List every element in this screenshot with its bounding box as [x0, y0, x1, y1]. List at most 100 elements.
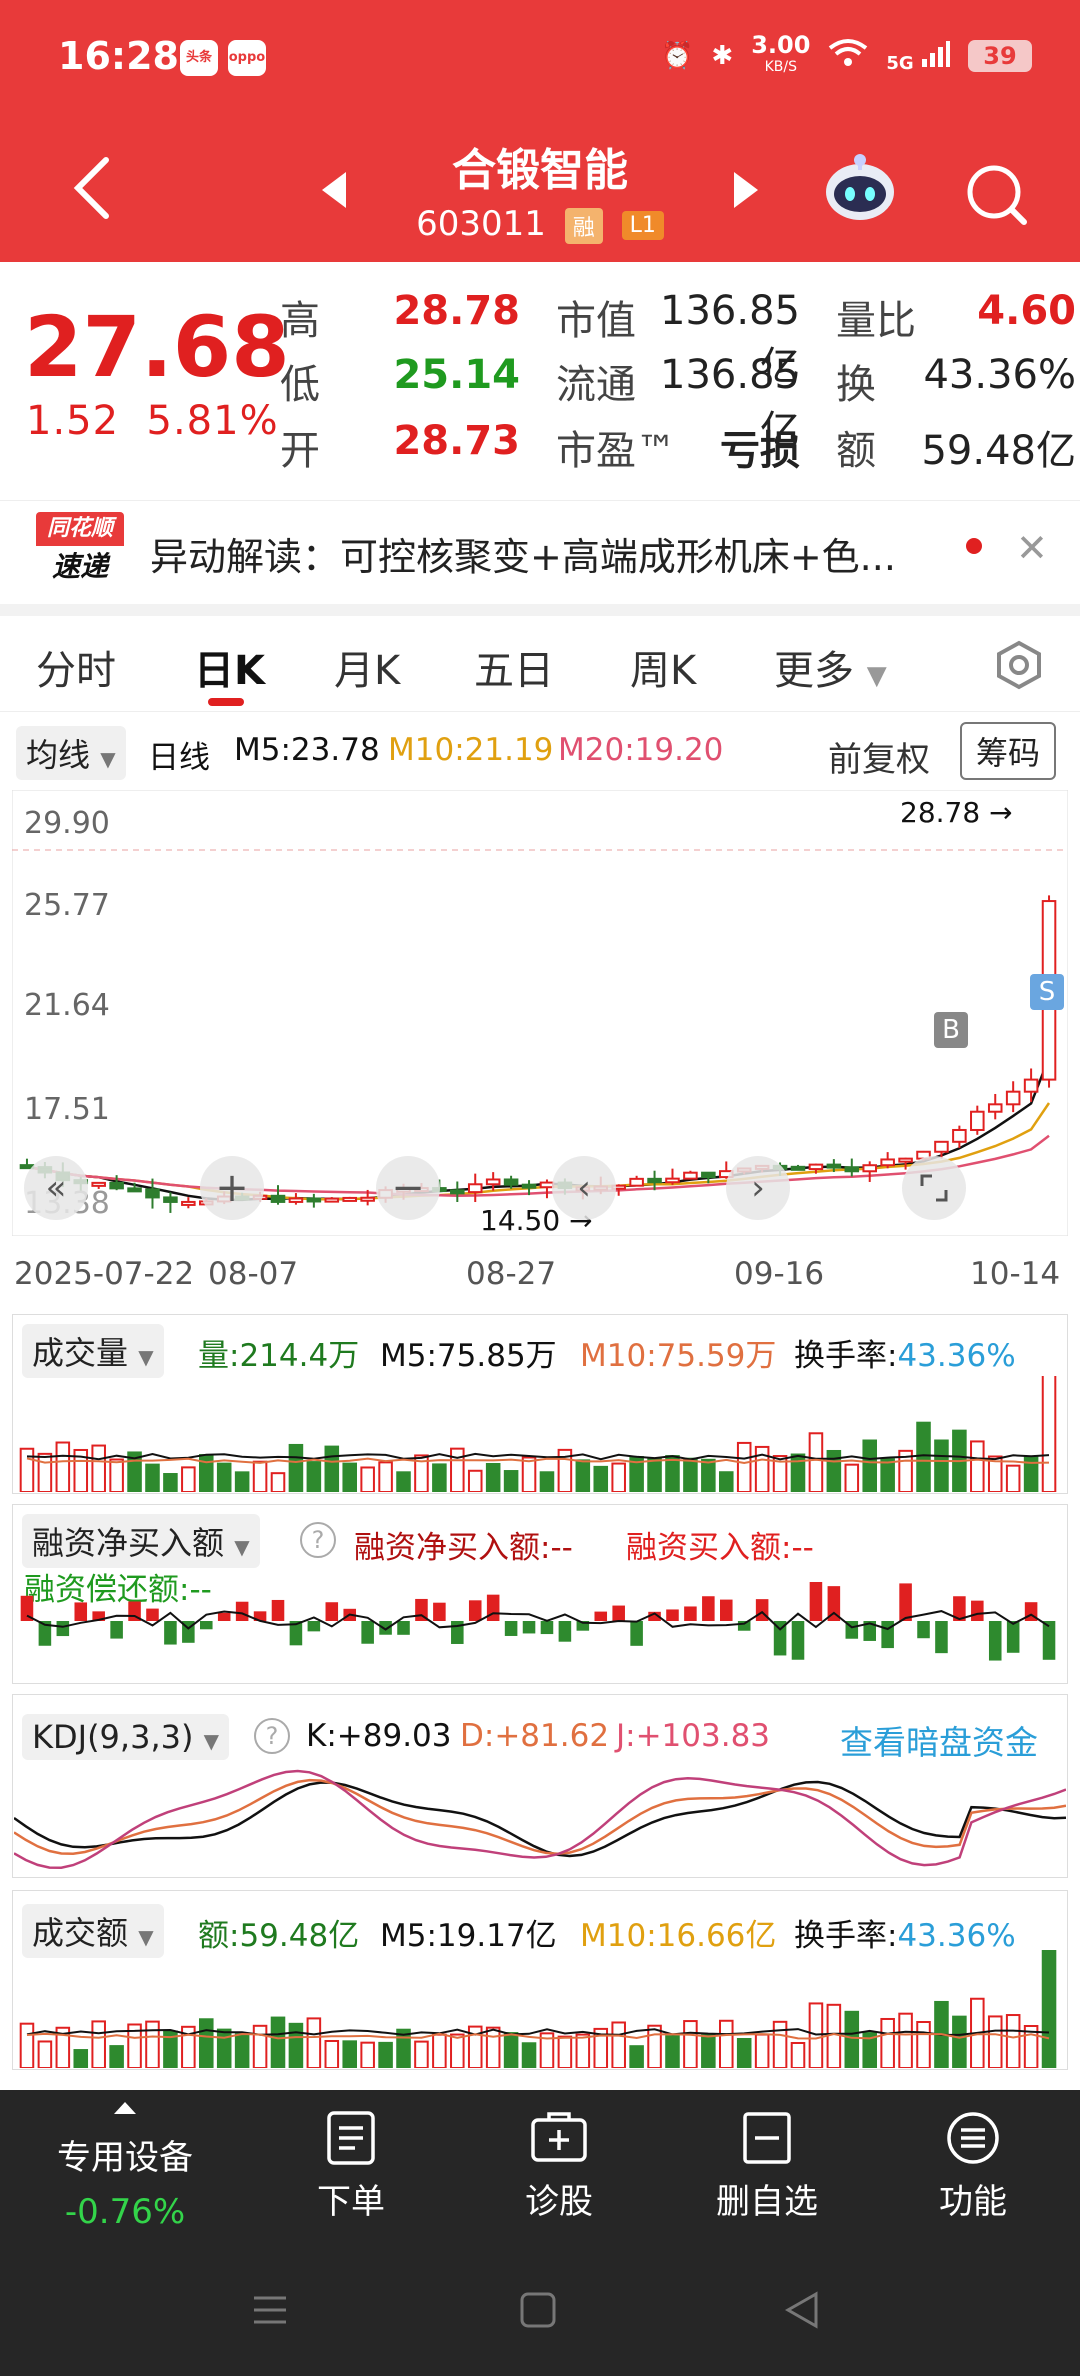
expand-up-icon[interactable]: [112, 2100, 138, 2120]
kdj-selector[interactable]: KDJ(9,3,3) ▼: [22, 1714, 230, 1760]
news-text[interactable]: 异动解读：可控核聚变+高端成形机床+色...: [150, 535, 896, 579]
amount-panel: [12, 1890, 1068, 2070]
assistant-robot-icon[interactable]: [820, 148, 900, 232]
margin-buy: 融资买入额:--: [626, 1530, 814, 1566]
volume-bar: [234, 2033, 250, 2068]
remove-watchlist-button[interactable]: 删自选: [682, 2110, 852, 2223]
volume-bar: [270, 2016, 286, 2068]
net-speed: 3.00 KB/S: [751, 31, 811, 75]
scroll-left-icon[interactable]: ‹: [552, 1156, 616, 1220]
volume-bar: [503, 2032, 519, 2068]
scroll-right-icon[interactable]: ›: [726, 1156, 790, 1220]
volume-bar: [145, 1463, 160, 1492]
margin-bar: [74, 1602, 88, 1621]
margin-bar: [971, 1600, 984, 1621]
margin-bar: [935, 1621, 948, 1654]
tab-monthly-k[interactable]: 月K: [334, 648, 401, 694]
sector-name[interactable]: 专用设备: [57, 2138, 193, 2178]
margin-bar: [522, 1621, 536, 1634]
buy-marker[interactable]: B: [934, 1012, 968, 1048]
volume-turnover: 换手率:43.36%: [794, 1338, 1016, 1374]
volume-bar: [37, 1452, 53, 1492]
scroll-left-fast-icon[interactable]: «: [24, 1156, 88, 1220]
volume-bar: [557, 2035, 573, 2068]
volume-bar: [844, 2010, 860, 2068]
ma-line: [26, 1610, 1050, 1631]
margin-bar: [737, 1621, 751, 1631]
diagnose-button[interactable]: 诊股: [474, 2110, 644, 2223]
active-tab-indicator: [208, 698, 244, 706]
candle-body: [665, 1177, 680, 1184]
turnover-label: 换: [836, 362, 876, 408]
margin-bar: [253, 1611, 267, 1621]
settings-hexagon-icon[interactable]: [994, 640, 1044, 694]
low-value: 25.14: [393, 352, 520, 398]
volume-bar: [181, 1466, 196, 1492]
news-banner[interactable]: [0, 500, 1080, 606]
help-icon[interactable]: ?: [254, 1718, 290, 1754]
candle-body: [934, 1140, 949, 1153]
menu-circle-icon: [947, 2112, 999, 2164]
news-close-icon[interactable]: ✕: [1016, 526, 1048, 570]
recent-apps-icon[interactable]: [250, 2290, 290, 2334]
candle-body: [952, 1128, 967, 1143]
amount-bars: [19, 1950, 1057, 2068]
volume-panel: [12, 1314, 1068, 1494]
candle-body: [467, 1183, 483, 1194]
volume-bar: [252, 2024, 268, 2068]
volume-bar: [575, 2033, 591, 2068]
volume-selector[interactable]: 成交量 ▼: [22, 1324, 164, 1378]
volume-bar: [790, 1453, 806, 1492]
order-button[interactable]: 下单: [266, 2110, 436, 2223]
tab-five-day[interactable]: 五日: [474, 648, 554, 694]
volume-bar: [754, 2033, 770, 2068]
adjust-button[interactable]: 前复权: [828, 740, 930, 780]
volume-bar: [378, 1461, 393, 1492]
volume-bar: [199, 2018, 214, 2068]
back-button[interactable]: [70, 156, 114, 224]
volume-bar: [665, 2035, 680, 2068]
open-value: 28.73: [393, 418, 520, 464]
candle-body: [790, 1165, 806, 1171]
ma-line: [26, 2032, 1050, 2040]
sell-marker[interactable]: S: [1030, 974, 1064, 1010]
dark-pool-link[interactable]: 查看暗盘资金: [840, 1723, 1038, 1762]
ma5-value: M5:23.78: [234, 732, 380, 768]
functions-button[interactable]: 功能: [888, 2110, 1058, 2223]
volume-bar: [252, 1460, 268, 1492]
volume-bar: [432, 2033, 447, 2068]
prev-stock-button[interactable]: [318, 170, 348, 214]
volume-bar: [19, 1447, 35, 1492]
volume-bar: [575, 1459, 591, 1492]
help-icon[interactable]: ?: [300, 1522, 336, 1558]
ma-selector[interactable]: 均线 ▼: [16, 726, 126, 780]
margin-bar: [612, 1605, 625, 1621]
margin-tag: 融: [564, 207, 603, 244]
margin-bar: [791, 1621, 805, 1660]
volume-bar: [163, 2030, 178, 2068]
home-icon[interactable]: [518, 2290, 558, 2334]
margin-selector[interactable]: 融资净买入额 ▼: [22, 1514, 260, 1568]
chips-button[interactable]: 筹码: [960, 722, 1057, 780]
pe-value: 亏损: [720, 428, 800, 474]
volume-bar: [378, 2041, 393, 2068]
back-nav-icon[interactable]: [782, 2290, 822, 2334]
volume-bars: [19, 1376, 1057, 1492]
y-tick: 17.51: [24, 1092, 110, 1127]
tab-more[interactable]: 更多 ▼: [774, 648, 887, 694]
volume-bar: [701, 2034, 716, 2068]
volume-bar: [1023, 2025, 1039, 2068]
margin-bar: [1006, 1621, 1020, 1653]
amount-value: 59.48亿: [921, 428, 1076, 474]
tab-weekly-k[interactable]: 周K: [630, 648, 697, 694]
zoom-in-icon[interactable]: +: [200, 1156, 264, 1220]
amount-selector[interactable]: 成交额 ▼: [22, 1904, 164, 1958]
candle-body: [862, 1164, 878, 1173]
search-icon[interactable]: [962, 160, 1032, 234]
zoom-out-icon[interactable]: −: [376, 1156, 440, 1220]
next-stock-button[interactable]: [732, 170, 762, 214]
fullscreen-icon[interactable]: [902, 1156, 966, 1220]
bluetooth-icon: ✱: [711, 41, 734, 71]
tab-intraday[interactable]: 分时: [36, 648, 116, 694]
tab-daily-k[interactable]: 日K: [194, 648, 265, 694]
